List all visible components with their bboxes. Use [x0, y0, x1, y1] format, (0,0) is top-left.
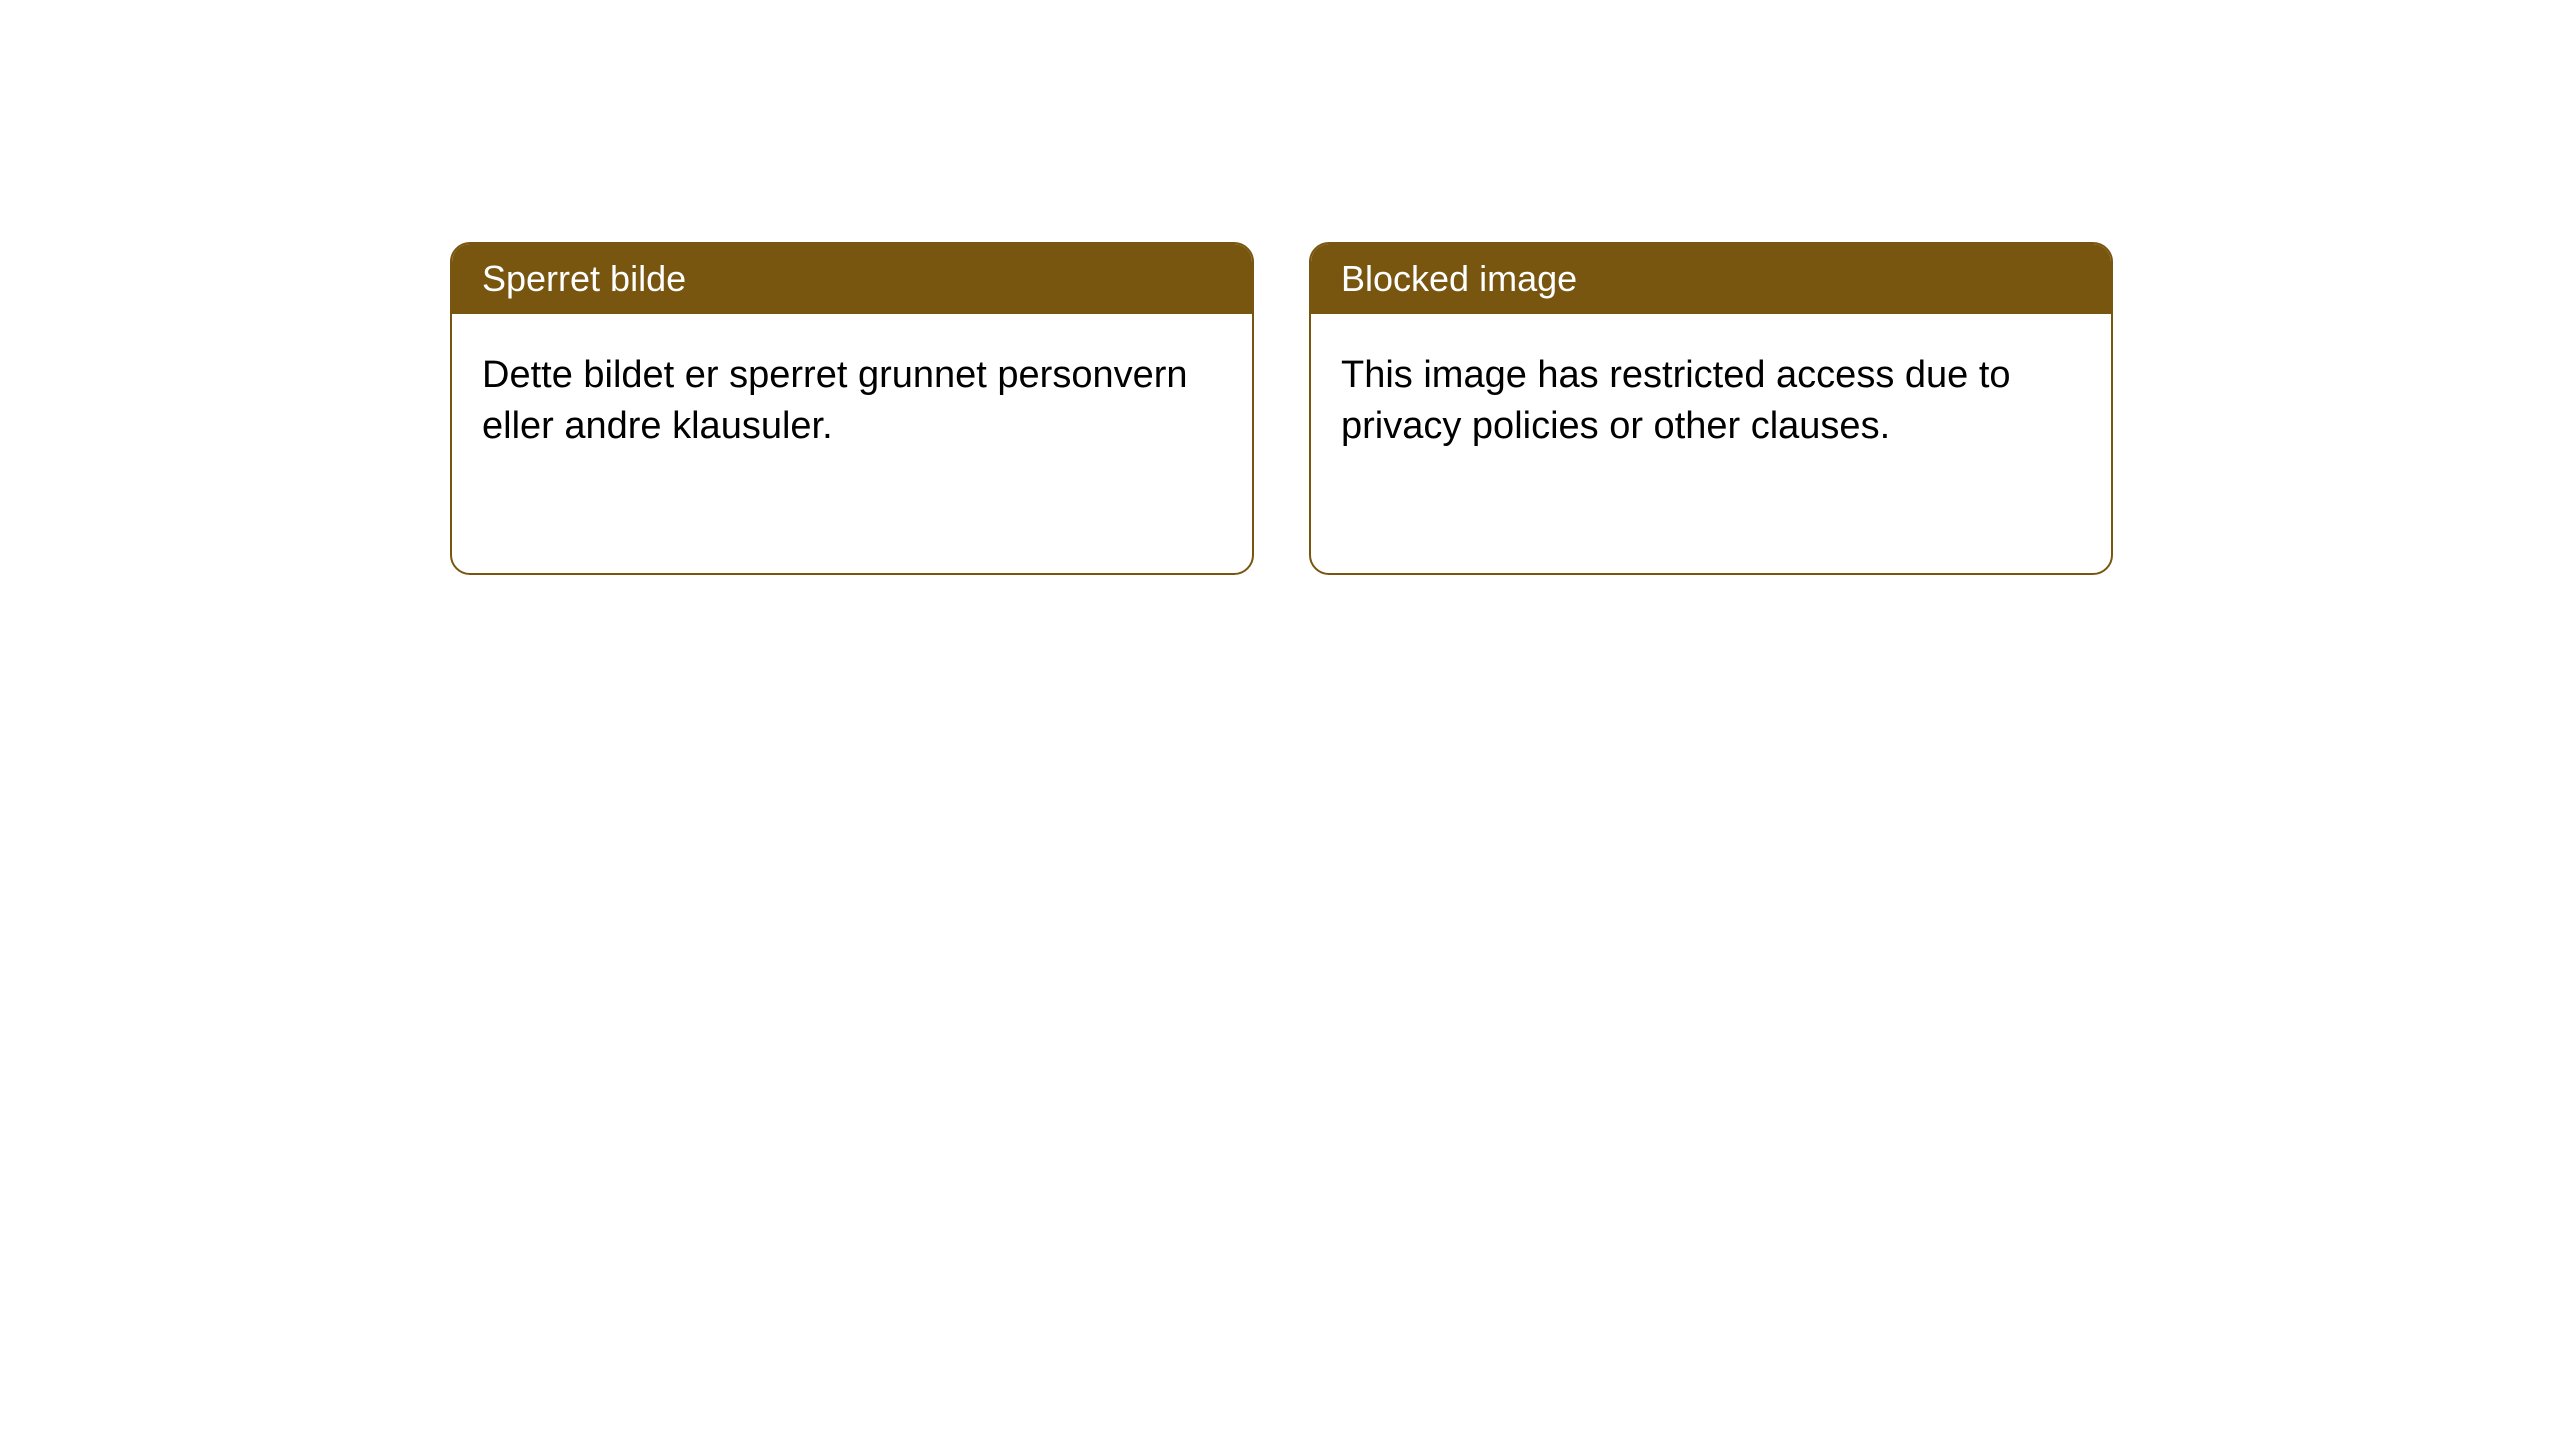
blocked-image-card-norwegian: Sperret bilde Dette bildet er sperret gr…: [450, 242, 1254, 575]
blocked-image-card-english: Blocked image This image has restricted …: [1309, 242, 2113, 575]
card-body: This image has restricted access due to …: [1311, 314, 2111, 489]
blocked-image-cards-container: Sperret bilde Dette bildet er sperret gr…: [450, 242, 2113, 575]
card-body: Dette bildet er sperret grunnet personve…: [452, 314, 1252, 489]
card-header: Blocked image: [1311, 244, 2111, 314]
card-header: Sperret bilde: [452, 244, 1252, 314]
